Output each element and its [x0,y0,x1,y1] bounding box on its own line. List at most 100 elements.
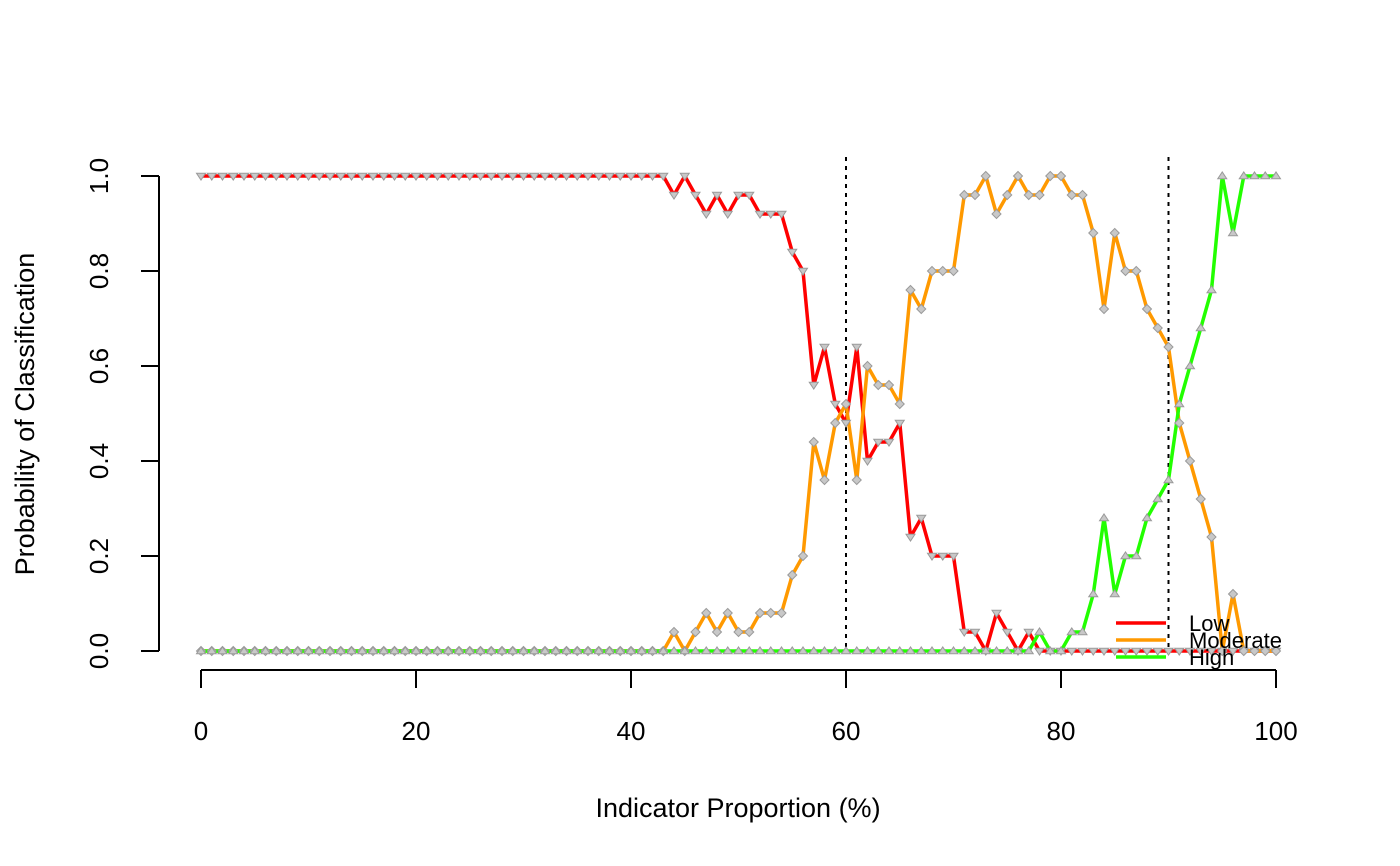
marker-high [872,646,884,655]
marker-high [313,646,325,655]
marker-high [550,646,562,655]
marker-low [227,172,239,181]
y-tick-label: 0.2 [84,538,114,574]
marker-low [249,172,261,181]
marker-low [453,172,465,181]
marker-moderate [1120,265,1131,277]
marker-high [786,646,798,655]
marker-high [862,646,873,655]
marker-moderate [819,474,830,486]
marker-high [819,646,830,655]
marker-high [776,646,787,655]
marker-high [528,646,540,655]
series-markers [195,170,1282,657]
marker-moderate [1012,170,1024,182]
marker-low [1130,647,1142,656]
marker-low [593,172,605,181]
marker-moderate [937,265,948,277]
series-line-moderate [201,174,1276,653]
marker-moderate [883,379,895,391]
marker-low [905,533,916,542]
marker-low [915,514,927,523]
marker-high [625,646,637,655]
marker-moderate [1195,493,1206,505]
marker-low [539,172,551,181]
marker-low [776,210,787,219]
marker-moderate [776,607,787,619]
marker-low [797,267,809,276]
marker-low [1109,647,1121,656]
marker-low [1152,647,1164,656]
marker-high [260,646,271,655]
marker-high [980,646,992,655]
marker-moderate [840,398,852,410]
marker-low [636,172,648,181]
marker-low [722,210,734,219]
marker-low [657,172,669,181]
marker-moderate [1002,189,1013,201]
x-tick-label: 80 [1047,716,1076,746]
marker-moderate [1249,645,1260,657]
marker-high [464,646,476,655]
marker-high [1216,171,1228,180]
marker-low [367,172,379,181]
marker-high [518,646,529,655]
y-axis-title: Probability of Classification [10,253,40,576]
marker-low [582,172,594,181]
marker-high [485,646,497,655]
marker-low [217,172,228,181]
marker-high [1130,551,1142,560]
marker-high [1023,646,1035,655]
marker-low [389,172,400,181]
marker-high [883,646,895,655]
marker-high [561,646,572,655]
marker-high [421,646,433,655]
marker-high [1044,646,1056,655]
marker-moderate [862,360,873,372]
marker-high [1120,551,1131,560]
marker-high [217,646,228,655]
marker-low [937,552,949,561]
marker-low [356,172,368,181]
marker-low [604,172,615,181]
x-axis-title: Indicator Proportion (%) [595,793,880,823]
marker-low [668,191,680,200]
marker-low [894,419,906,428]
marker-moderate [926,265,938,277]
marker-high [593,646,605,655]
marker-high [227,646,239,655]
marker-high [442,646,454,655]
marker-moderate [969,189,981,201]
marker-high [840,646,852,655]
marker-high [1270,171,1282,180]
marker-low [324,172,336,181]
marker-low [840,419,852,428]
marker-low [442,172,454,181]
marker-moderate [873,379,884,391]
marker-moderate [1270,645,1282,657]
marker-high [367,646,379,655]
marker-moderate [1066,189,1077,201]
marker-low [926,552,938,561]
marker-moderate [1088,227,1099,239]
marker-high [1087,589,1099,598]
marker-low [647,172,658,181]
marker-low [786,248,798,257]
marker-low [991,609,1002,618]
marker-high [496,646,508,655]
marker-moderate [711,626,723,638]
y-tick-label: 0.8 [84,253,114,289]
marker-high [1206,285,1217,294]
marker-low [206,172,218,181]
marker-moderate [787,569,798,581]
marker-high [389,646,400,655]
marker-moderate [980,170,991,182]
marker-low [754,210,766,219]
marker-moderate [668,626,680,638]
marker-high [281,646,293,655]
marker-high [346,646,357,655]
marker-high [958,646,970,655]
marker-low [1001,628,1013,637]
marker-low [1098,647,1110,656]
marker-low [496,172,508,181]
